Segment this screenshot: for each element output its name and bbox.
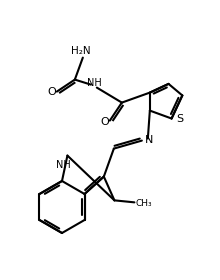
- Text: H₂N: H₂N: [71, 46, 91, 56]
- Text: NH: NH: [88, 78, 102, 88]
- Text: S: S: [177, 113, 184, 123]
- Text: N: N: [145, 135, 153, 144]
- Text: CH₃: CH₃: [136, 199, 152, 208]
- Text: O: O: [101, 116, 109, 127]
- Text: O: O: [48, 87, 56, 97]
- Text: NH: NH: [56, 160, 71, 170]
